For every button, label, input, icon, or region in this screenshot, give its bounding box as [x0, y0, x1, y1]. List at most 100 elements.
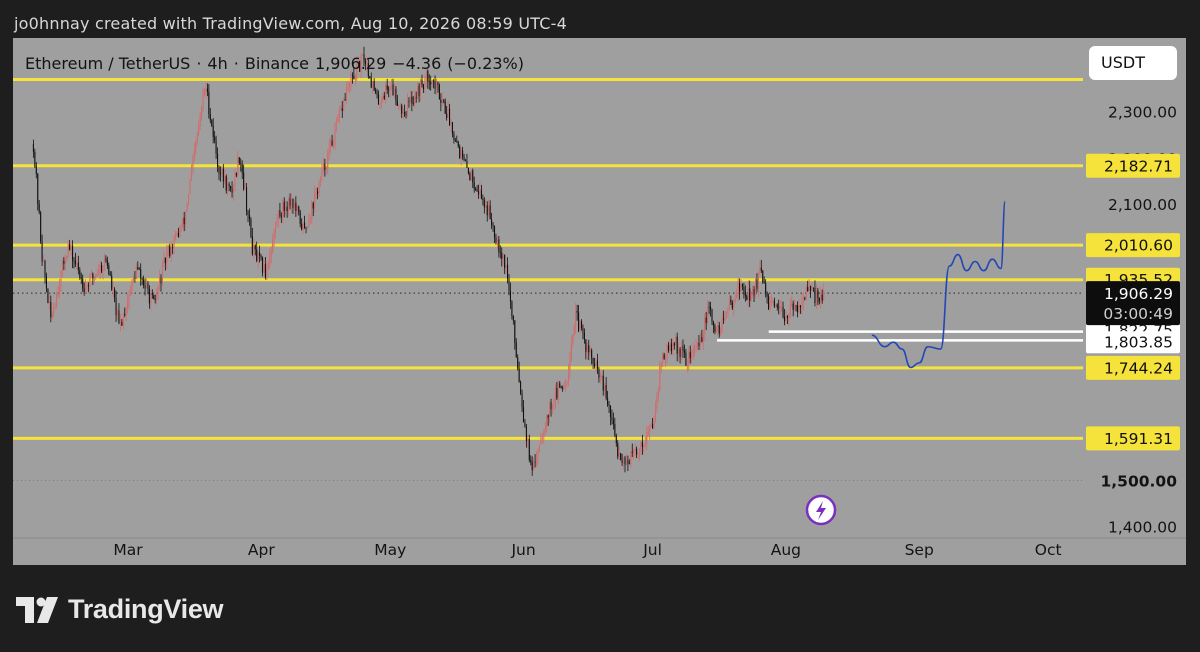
- candle-body-93: [167, 246, 169, 253]
- candle-body-405: [620, 453, 622, 461]
- candle-body-285: [446, 113, 448, 118]
- candle-body-287: [449, 108, 451, 125]
- candle-body-43: [95, 275, 97, 277]
- candle-body-39: [89, 273, 91, 287]
- candle-body-34: [82, 278, 84, 289]
- candle-body-530: [801, 301, 803, 308]
- candle-body-389: [596, 360, 598, 369]
- candle-body-263: [414, 97, 416, 104]
- chart-panel[interactable]: 2,300.002,100.001,500.001,400.002,200.00…: [13, 38, 1186, 565]
- candle-body-68: [131, 280, 133, 290]
- symbol-legend[interactable]: Ethereum / TetherUS · 4h · Binance 1,906.29 −4…: [25, 54, 530, 73]
- candle-body-307: [478, 191, 480, 195]
- candle-body-226: [360, 55, 362, 72]
- candle-body-320: [496, 239, 498, 243]
- time-tick-mar: Mar: [113, 541, 143, 559]
- candle-body-153: [254, 245, 256, 250]
- candle-body-397: [608, 404, 610, 406]
- candle-body-368: [566, 382, 568, 385]
- candle-body-274: [430, 82, 432, 85]
- candle-body-321: [498, 239, 500, 252]
- candle-body-360: [554, 388, 556, 402]
- candle-body-454: [691, 354, 693, 359]
- candle-body-372: [572, 334, 574, 344]
- candle-body-220: [351, 74, 353, 76]
- candle-body-295: [460, 150, 462, 158]
- price-chart[interactable]: 2,300.002,100.001,500.001,400.002,200.00…: [13, 38, 1186, 565]
- candle-body-310: [482, 198, 484, 201]
- candle-body-85: [156, 293, 158, 301]
- candle-body-496: [752, 289, 754, 292]
- candle-body-313: [486, 205, 488, 216]
- time-tick-may: May: [374, 541, 406, 559]
- candle-body-209: [335, 122, 337, 125]
- price-tick-3: 1,400.00: [1108, 518, 1177, 536]
- candle-body-516: [781, 307, 783, 308]
- candle-body-151: [251, 236, 253, 255]
- candle-body-185: [301, 223, 303, 230]
- symbol-interval[interactable]: 4h: [207, 54, 228, 73]
- candle-body-2: [35, 166, 37, 174]
- candle-body-193: [312, 203, 314, 209]
- alert-icon[interactable]: [805, 494, 837, 526]
- candle-body-110: [192, 158, 194, 171]
- currency-button[interactable]: USDT: [1089, 46, 1177, 80]
- candle-body-493: [747, 288, 749, 300]
- candle-body-62: [122, 314, 124, 326]
- candle-body-308: [479, 189, 481, 195]
- candle-body-341: [527, 439, 529, 442]
- candle-body-104: [183, 217, 185, 225]
- candle-body-437: [666, 344, 668, 358]
- candle-body-334: [517, 357, 519, 369]
- candle-body-163: [269, 256, 271, 265]
- candle-body-149: [248, 214, 250, 220]
- candle-body-144: [241, 163, 243, 173]
- candle-body-369: [567, 371, 569, 383]
- candle-body-81: [150, 293, 152, 304]
- candle-body-298: [464, 160, 467, 161]
- candle-body-204: [328, 147, 330, 153]
- candle-body-467: [710, 306, 712, 310]
- candle-body-49: [103, 258, 105, 267]
- symbol-last-price: 1,906.29: [315, 54, 387, 73]
- candle-body-98: [174, 233, 177, 239]
- support-label-1-box: [1086, 331, 1180, 354]
- candle-body-154: [256, 249, 258, 261]
- candle-body-329: [509, 290, 511, 302]
- candle-body-196: [317, 191, 319, 194]
- candle-body-535: [808, 286, 810, 292]
- candle-body-264: [415, 97, 417, 99]
- candle-body-48: [102, 266, 104, 272]
- candle-body-112: [195, 142, 197, 151]
- candle-body-335: [518, 368, 520, 382]
- symbol-change: −4.36: [392, 54, 442, 73]
- candle-body-64: [125, 309, 127, 316]
- candle-body-128: [218, 166, 220, 174]
- candle-body-198: [319, 176, 322, 183]
- candle-body-212: [340, 108, 342, 111]
- candle-body-499: [756, 279, 758, 289]
- projection-curve[interactable]: [871, 200, 1006, 369]
- footer-logo[interactable]: TradingView: [16, 594, 224, 625]
- candle-body-33: [80, 277, 82, 279]
- legend-dot-1: ·: [196, 54, 202, 73]
- candle-body-356: [549, 402, 551, 418]
- candle-body-138: [232, 187, 235, 193]
- candle-body-45: [98, 272, 100, 275]
- candle-body-125: [214, 137, 216, 141]
- candle-body-217: [347, 86, 349, 89]
- candle-body-293: [457, 141, 459, 147]
- candle-body-105: [185, 210, 187, 225]
- candle-body-245: [388, 89, 390, 91]
- candle-body-327: [507, 264, 509, 279]
- candle-body-83: [153, 294, 155, 300]
- candle-body-387: [594, 363, 596, 366]
- candle-body-349: [538, 444, 540, 453]
- candle-body-184: [299, 212, 301, 224]
- candle-body-228: [363, 54, 365, 62]
- symbol-pair[interactable]: Ethereum / TetherUS: [25, 54, 191, 73]
- candle-body-370: [569, 360, 571, 372]
- candle-body-394: [604, 385, 606, 391]
- candle-body-194: [314, 192, 316, 209]
- candle-body-300: [467, 167, 469, 174]
